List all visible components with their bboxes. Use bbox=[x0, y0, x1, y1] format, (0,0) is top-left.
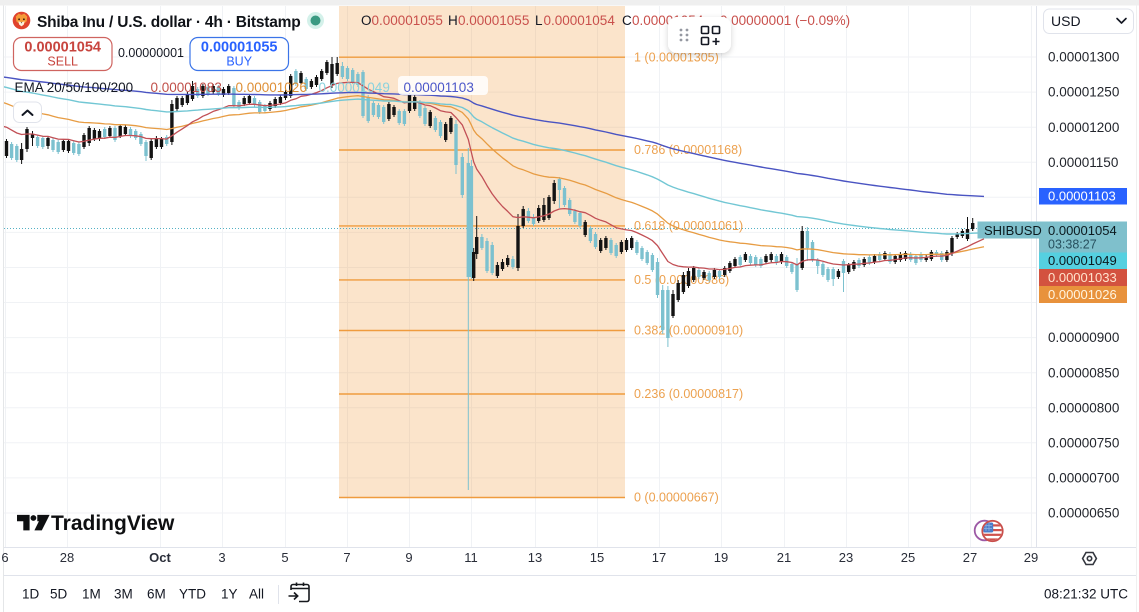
svg-text:0.00001054: 0.00001054 bbox=[24, 40, 101, 56]
svg-text:0.00001055: 0.00001055 bbox=[201, 40, 278, 56]
svg-text:08:21:32 UTC: 08:21:32 UTC bbox=[1044, 587, 1128, 602]
svg-text:0.00001033: 0.00001033 bbox=[1048, 270, 1117, 285]
svg-text:15: 15 bbox=[590, 550, 604, 565]
svg-text:0.618 (0.00001061): 0.618 (0.00001061) bbox=[634, 219, 743, 233]
svg-text:0.00001054: 0.00001054 bbox=[1048, 223, 1117, 238]
svg-text:Oct: Oct bbox=[149, 550, 171, 565]
svg-text:0.00001300: 0.00001300 bbox=[1048, 50, 1119, 65]
svg-text:0.00001150: 0.00001150 bbox=[1048, 155, 1118, 170]
svg-text:0.00000850: 0.00000850 bbox=[1048, 365, 1119, 380]
svg-text:0.00000750: 0.00000750 bbox=[1048, 435, 1119, 450]
svg-text:SELL: SELL bbox=[47, 55, 78, 69]
svg-text:0.00000700: 0.00000700 bbox=[1048, 471, 1119, 486]
svg-text:3M: 3M bbox=[114, 587, 133, 602]
svg-text:19: 19 bbox=[714, 550, 728, 565]
svg-text:13: 13 bbox=[528, 550, 542, 565]
svg-text:5: 5 bbox=[281, 550, 288, 565]
svg-text:0.00000900: 0.00000900 bbox=[1048, 330, 1119, 345]
svg-text:29: 29 bbox=[1024, 550, 1038, 565]
svg-text:EMA 20/50/100/200: EMA 20/50/100/200 bbox=[15, 80, 134, 95]
svg-text:0.00001026: 0.00001026 bbox=[1048, 287, 1117, 302]
svg-text:0.00001103: 0.00001103 bbox=[1048, 189, 1116, 204]
svg-text:23: 23 bbox=[839, 550, 853, 565]
svg-text:0.00000650: 0.00000650 bbox=[1048, 506, 1119, 521]
svg-text:0.786 (0.00001168): 0.786 (0.00001168) bbox=[634, 143, 742, 157]
svg-text:0.00001026: 0.00001026 bbox=[236, 80, 307, 95]
svg-text:TradingView: TradingView bbox=[51, 512, 175, 535]
svg-text:Shiba Inu / U.S. dollar · 4h ·: Shiba Inu / U.S. dollar · 4h · Bitstamp bbox=[37, 14, 300, 31]
svg-text:21: 21 bbox=[777, 550, 791, 565]
svg-text:0.382 (0.00000910): 0.382 (0.00000910) bbox=[634, 324, 743, 338]
svg-text:1M: 1M bbox=[82, 587, 101, 602]
svg-text:0 (0.00000667): 0 (0.00000667) bbox=[634, 491, 719, 505]
svg-text:0.00001200: 0.00001200 bbox=[1048, 120, 1119, 135]
svg-text:7: 7 bbox=[343, 550, 350, 565]
svg-text:0.00001049: 0.00001049 bbox=[1048, 253, 1117, 268]
svg-text:YTD: YTD bbox=[179, 587, 206, 602]
svg-text:0.00000800: 0.00000800 bbox=[1048, 400, 1119, 415]
svg-text:0.00000001: 0.00000001 bbox=[118, 46, 184, 60]
svg-text:27: 27 bbox=[963, 550, 977, 565]
svg-text:0.236 (0.00000817): 0.236 (0.00000817) bbox=[634, 387, 743, 401]
svg-text:03:38:27: 03:38:27 bbox=[1048, 238, 1097, 252]
svg-text:0.00001250: 0.00001250 bbox=[1048, 85, 1119, 100]
svg-text:6M: 6M bbox=[147, 587, 166, 602]
svg-text:0.00001083: 0.00001083 bbox=[151, 80, 222, 95]
svg-text:11: 11 bbox=[464, 550, 478, 565]
svg-text:1D: 1D bbox=[22, 587, 40, 602]
svg-text:3: 3 bbox=[218, 550, 225, 565]
svg-text:17: 17 bbox=[652, 550, 666, 565]
svg-text:USD: USD bbox=[1051, 13, 1081, 29]
svg-text:6: 6 bbox=[1, 550, 8, 565]
svg-text:25: 25 bbox=[901, 550, 915, 565]
svg-text:BUY: BUY bbox=[226, 55, 252, 69]
svg-text:28: 28 bbox=[60, 550, 74, 565]
svg-text:1Y: 1Y bbox=[221, 587, 238, 602]
svg-text:1 (0.00001305): 1 (0.00001305) bbox=[634, 50, 719, 64]
svg-text:0.00001049: 0.00001049 bbox=[319, 80, 390, 95]
svg-text:5D: 5D bbox=[50, 587, 68, 602]
svg-text:SHIBUSD: SHIBUSD bbox=[984, 223, 1042, 238]
svg-text:0.00001103: 0.00001103 bbox=[404, 80, 474, 95]
svg-text:9: 9 bbox=[405, 550, 412, 565]
svg-text:All: All bbox=[249, 587, 264, 602]
